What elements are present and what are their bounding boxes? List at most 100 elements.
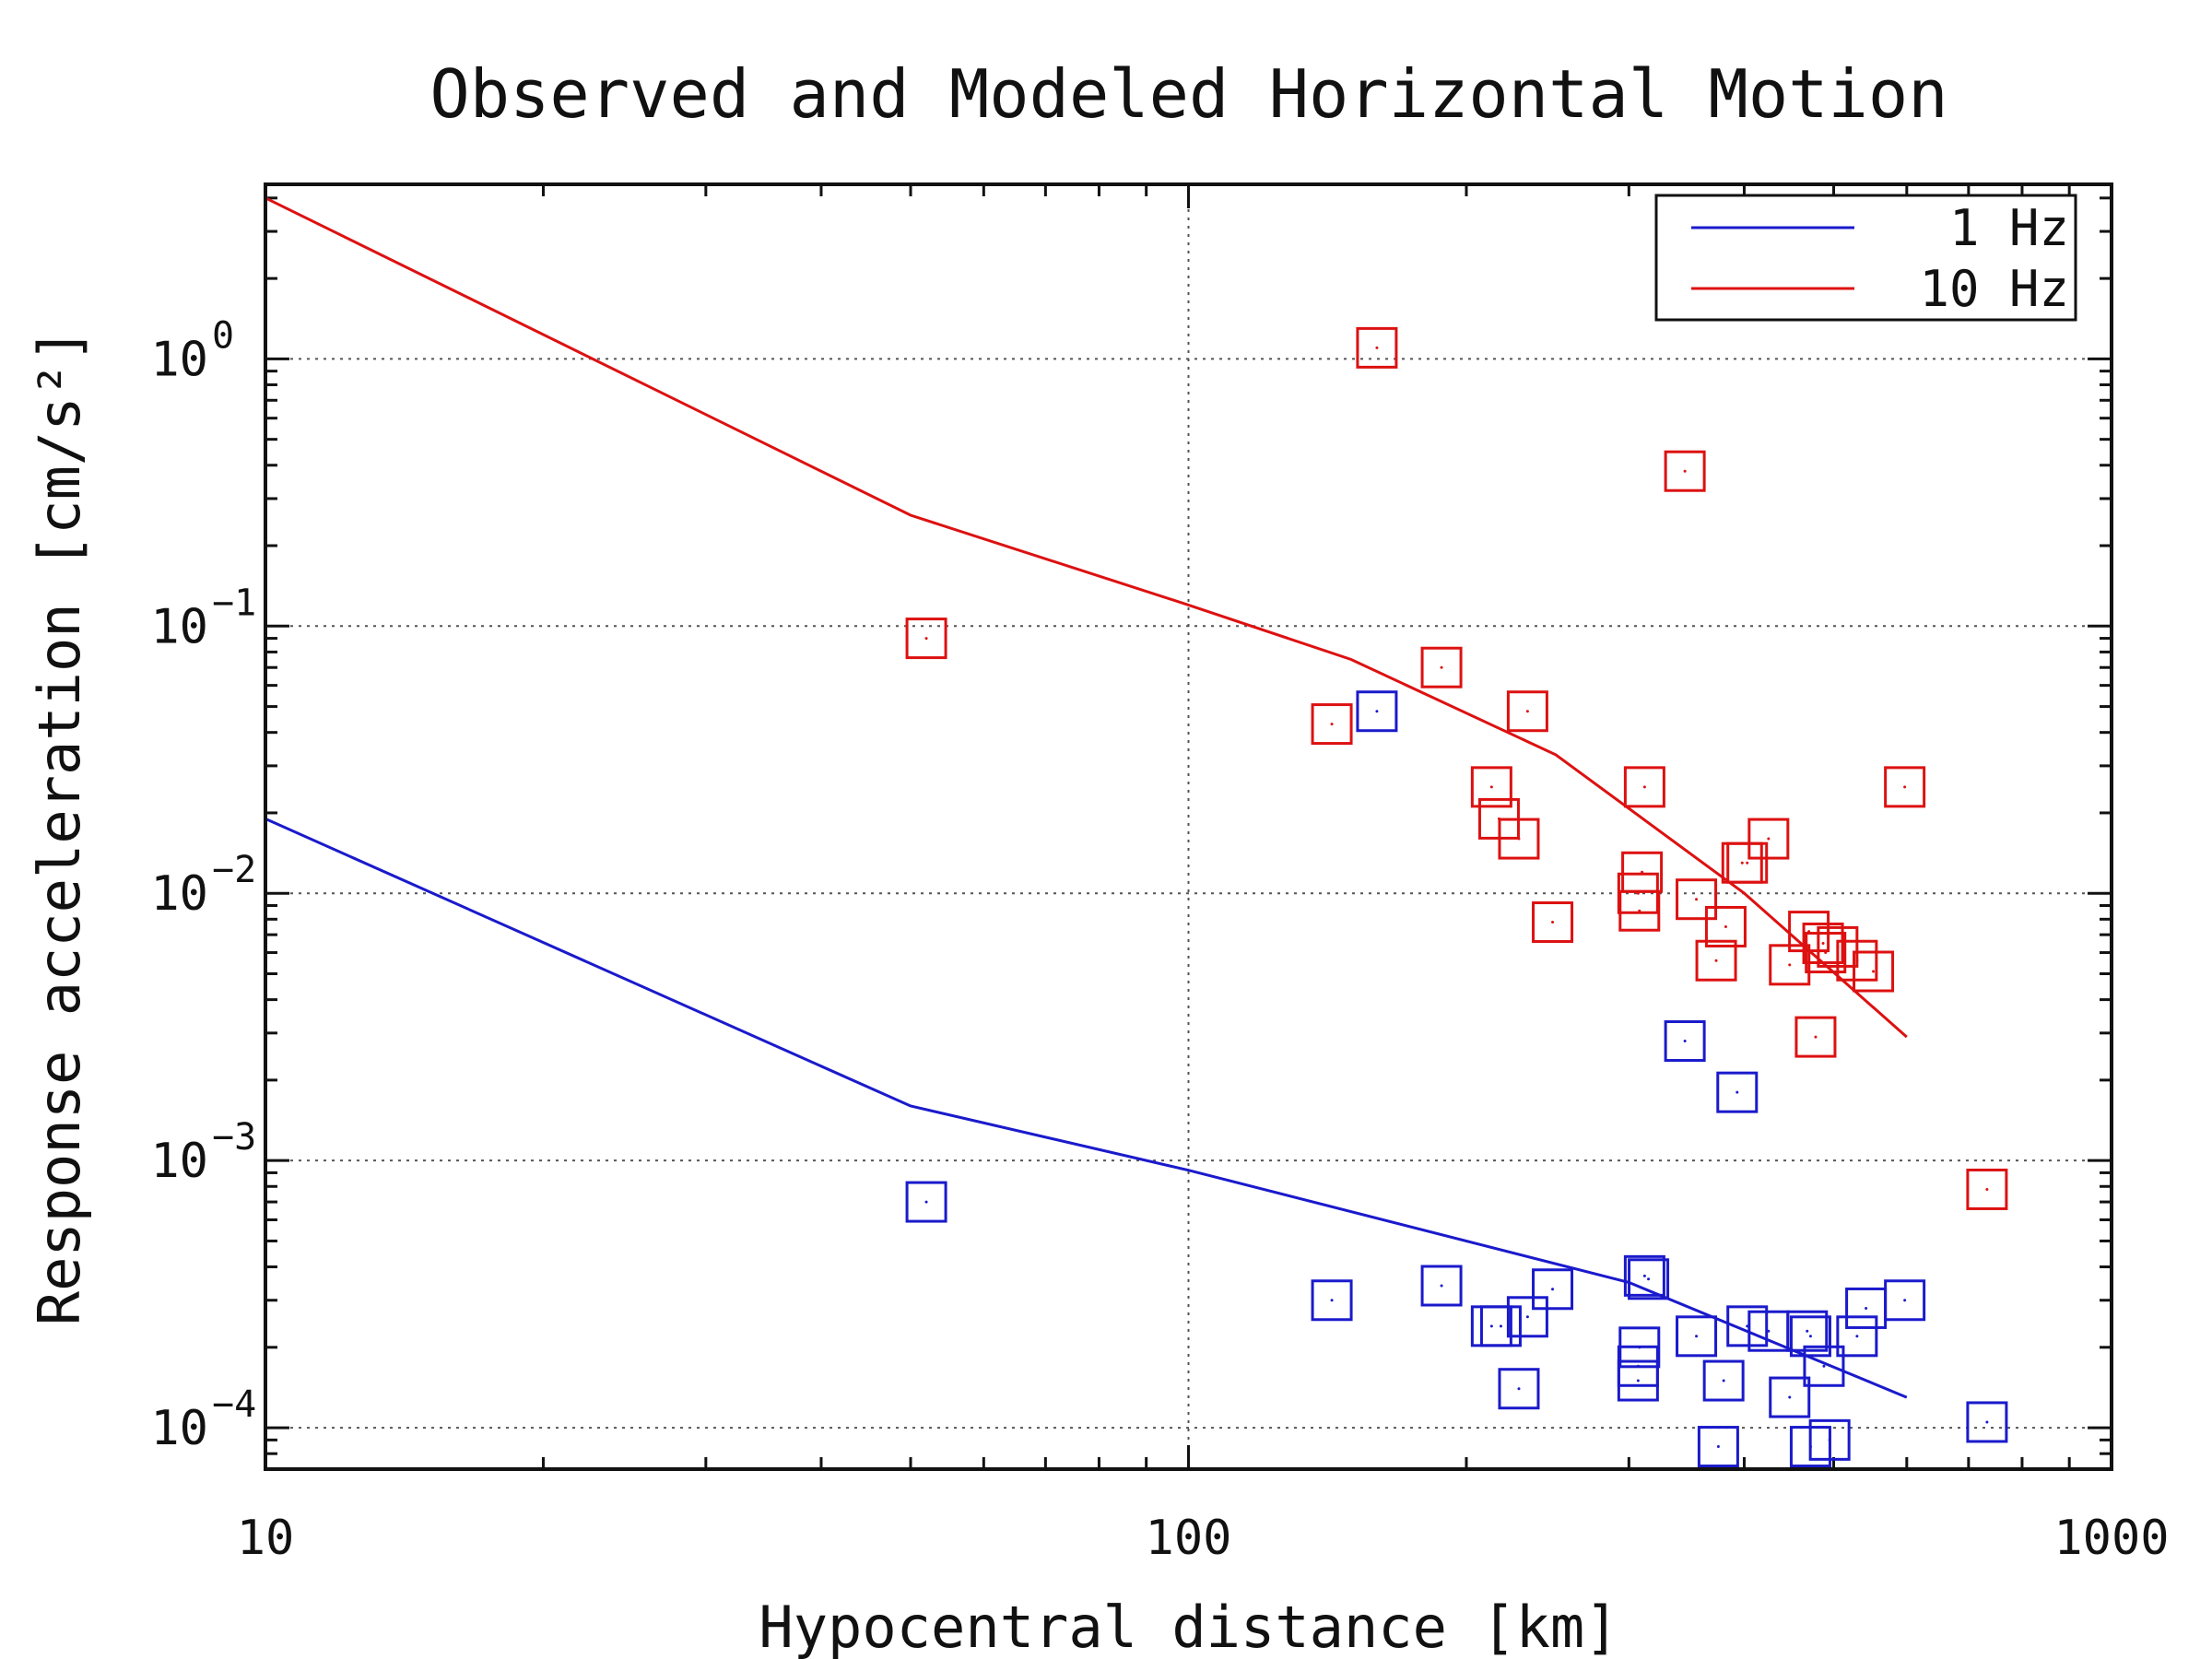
observed-point-center <box>1525 710 1529 713</box>
observed-point <box>1695 939 1737 982</box>
y-tick-label: 10 <box>150 1134 208 1189</box>
observed-point-center <box>1855 1335 1859 1338</box>
observed-point-center <box>1824 951 1828 955</box>
observed-point <box>1808 1418 1851 1461</box>
observed-point <box>1479 1305 1522 1347</box>
observed-point-center <box>1499 1324 1502 1328</box>
y-tick-label: 10 <box>150 1401 208 1456</box>
observed-point-center <box>1985 1187 1989 1191</box>
observed-point-center <box>1740 861 1744 865</box>
y-tick-label: 10 <box>150 866 208 922</box>
observed-point-center <box>1551 921 1555 924</box>
observed-point-center <box>1683 469 1687 473</box>
observed-point <box>1470 766 1512 808</box>
y-tick-label-exponent: −1 <box>212 582 256 624</box>
observed-point <box>1786 1310 1829 1352</box>
x-axis-title: Hypocentral distance [km] <box>759 1594 1618 1659</box>
observed-point <box>1884 1279 1926 1322</box>
observed-point <box>1805 932 1847 974</box>
observed-point-center <box>1330 1299 1334 1302</box>
observed-point <box>1747 818 1790 860</box>
observed-point-center <box>1821 941 1825 945</box>
observed-point-center <box>1985 1420 1989 1424</box>
observed-point <box>1966 1168 2008 1210</box>
observed-point <box>1769 1376 1811 1418</box>
observed-point <box>1789 1315 1831 1358</box>
observed-point-center <box>1647 1277 1651 1281</box>
observed-point-center <box>1440 665 1443 669</box>
observed-point-center <box>1767 1329 1771 1333</box>
observed-point-center <box>1695 898 1699 901</box>
observed-point-center <box>1642 1274 1646 1277</box>
observed-point <box>1420 1265 1463 1307</box>
observed-point <box>1628 1258 1670 1300</box>
x-tick-label: 1000 <box>2053 1511 2169 1566</box>
observed-point <box>1506 1296 1548 1338</box>
observed-point <box>1676 1315 1718 1358</box>
observed-point <box>1420 646 1463 688</box>
x-tick-label: 100 <box>1146 1511 1232 1566</box>
observed-point-center <box>1788 1395 1792 1399</box>
legend-box <box>1654 194 2077 322</box>
observed-point-center <box>1489 1324 1493 1328</box>
observed-point <box>1794 1016 1837 1058</box>
observed-point-center <box>1489 785 1493 789</box>
observed-point-center <box>1330 723 1334 726</box>
observed-point <box>1788 911 1830 953</box>
observed-point <box>1676 878 1718 921</box>
y-tick-label-exponent: −2 <box>212 849 256 891</box>
observed-point <box>1704 905 1747 947</box>
observed-point <box>1664 450 1706 492</box>
observed-point <box>1356 326 1398 369</box>
observed-point <box>1311 1279 1353 1322</box>
observed-point <box>1726 1305 1769 1347</box>
model-line-10hz <box>265 196 1908 1039</box>
observed-point <box>1498 1368 1540 1410</box>
observed-point <box>1506 690 1548 733</box>
observed-point <box>1966 1401 2008 1443</box>
observed-point-center <box>1714 959 1718 962</box>
y-axis-title: Response acceleration [cm/s²] <box>26 328 93 1326</box>
observed-point-center <box>1440 1284 1443 1288</box>
grid <box>265 184 2112 1469</box>
observed-point-center <box>1375 346 1379 349</box>
observed-point <box>1617 872 1659 914</box>
observed-point-center <box>1636 1364 1640 1368</box>
observed-point <box>1726 841 1769 884</box>
observed-point-center <box>1808 1335 1812 1338</box>
observed-point <box>1853 950 1895 993</box>
chart-title: Observed and Modeled Horizontal Motion <box>429 55 1947 133</box>
observed-point <box>1664 1020 1706 1063</box>
observed-point-center <box>1903 1299 1907 1302</box>
observed-point <box>1617 1345 1659 1387</box>
observed-point <box>1702 1359 1745 1402</box>
observed-point <box>1532 1268 1574 1311</box>
observed-point <box>1884 766 1926 808</box>
y-tick-label: 10 <box>150 599 208 654</box>
observed-point-center <box>1636 1379 1640 1382</box>
observed-point-center <box>1855 959 1859 962</box>
observed-point <box>1623 766 1665 808</box>
observed-point-center <box>1551 1288 1555 1291</box>
observed-point <box>1498 818 1540 860</box>
axis-ticks <box>264 184 2112 1471</box>
observed-point-center <box>1525 1315 1529 1319</box>
legend: 1 Hz 10 Hz <box>1654 194 2077 322</box>
observed-point <box>1532 901 1574 944</box>
observed-point <box>1716 1071 1759 1113</box>
observed-point-center <box>1735 1090 1739 1094</box>
observed-point <box>1697 1426 1739 1468</box>
plot-frame <box>264 182 2113 1471</box>
observed-point-center <box>1865 1306 1868 1310</box>
observed-point-center <box>1767 837 1771 841</box>
observed-point-center <box>1788 963 1792 967</box>
observed-point-center <box>924 1200 928 1204</box>
observed-point-center <box>1903 785 1907 789</box>
observed-point-center <box>1814 1035 1818 1039</box>
observed-point-center <box>1716 1445 1720 1449</box>
observed-point <box>1621 851 1664 893</box>
observed-point-center <box>1806 1329 1809 1333</box>
y-tick-label: 10 <box>150 332 208 387</box>
observed-point <box>1836 1315 1878 1358</box>
observed-point <box>1802 922 1844 964</box>
